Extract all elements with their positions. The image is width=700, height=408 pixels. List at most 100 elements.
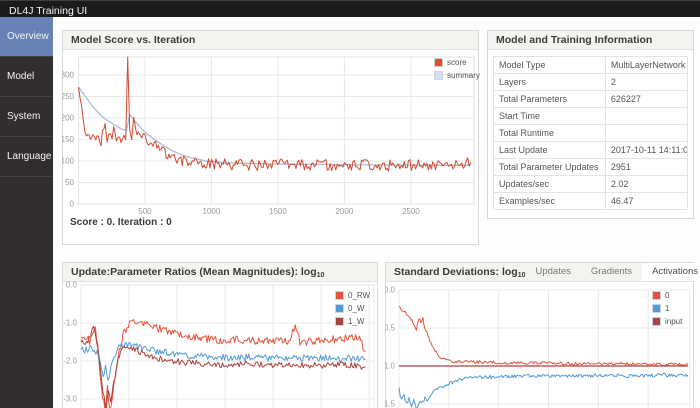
legend-label: score: [447, 58, 467, 67]
legend-swatch-0rw: [335, 291, 344, 300]
legend-label: 0: [665, 291, 670, 300]
table-row: Model Type MultiLayerNetwork: [493, 56, 689, 74]
svg-text:0.0: 0.0: [385, 286, 396, 295]
legend-item: 1: [652, 302, 682, 315]
info-label: Layers: [493, 73, 606, 91]
svg-text:-1.5: -1.5: [385, 400, 396, 408]
info-label: Total Runtime: [493, 124, 606, 142]
stdev-title-subscript: 10: [517, 272, 526, 279]
legend-label: 1: [665, 304, 670, 313]
ratios-panel-header: Update:Parameter Ratios (Mean Magnitudes…: [63, 263, 377, 282]
svg-text:500: 500: [138, 207, 152, 216]
stdev-panel: Standard Deviations: log 10 Updates Gradi…: [385, 262, 700, 408]
svg-text:300: 300: [62, 71, 75, 80]
stdev-panel-title: Standard Deviations: log: [394, 266, 518, 278]
score-panel-title: Model Score vs. Iteration: [71, 34, 196, 46]
stdev-panel-header: Standard Deviations: log 10 Updates Gradi…: [386, 263, 700, 282]
svg-text:1000: 1000: [203, 207, 221, 216]
ratios-chart: 0.0 -1.0 -2.0 -3.0: [63, 281, 375, 408]
svg-text:0: 0: [70, 200, 75, 209]
info-label: Total Parameter Updates: [493, 158, 606, 176]
legend-label: 1_W: [348, 317, 365, 326]
stdev-chart-legend: 0 1 input: [652, 289, 682, 328]
svg-text:200: 200: [62, 114, 75, 123]
info-panel-title: Model and Training Information: [496, 34, 653, 46]
sidebar-item-language[interactable]: Language: [0, 137, 53, 177]
svg-text:1500: 1500: [269, 207, 287, 216]
table-row: Start Time: [493, 107, 689, 125]
svg-text:2000: 2000: [335, 207, 353, 216]
info-value: 46.47: [604, 192, 689, 210]
svg-text:50: 50: [65, 178, 74, 187]
tab-gradients[interactable]: Gradients: [590, 266, 633, 277]
score-chart[interactable]: 0 50 100 150 200 250 300 500 1000 1500 2000 2500: [62, 49, 479, 245]
info-value: 2017-10-11 14:11:03: [604, 141, 689, 159]
sidebar-item-overview[interactable]: Overview: [0, 17, 53, 57]
legend-item: input: [652, 315, 682, 328]
info-label: Total Parameters: [493, 90, 606, 108]
info-label: Updates/sec: [493, 175, 606, 193]
sidebar-item-model[interactable]: Model: [0, 57, 53, 97]
info-value: 626227: [604, 90, 689, 108]
ratios-panel-title: Update:Parameter Ratios (Mean Magnitudes…: [71, 266, 317, 278]
legend-label: 0_W: [348, 304, 365, 313]
score-panel-header: Model Score vs. Iteration: [63, 31, 478, 50]
table-row: Updates/sec 2.02: [493, 175, 689, 193]
info-value: MultiLayerNetwork: [604, 56, 689, 74]
svg-text:0.0: 0.0: [66, 281, 78, 290]
info-panel-header: Model and Training Information: [488, 31, 693, 50]
sidebar-item-label: Model: [7, 71, 35, 82]
info-label: Start Time: [493, 107, 606, 125]
legend-swatch-input: [652, 317, 661, 326]
svg-text:150: 150: [62, 135, 75, 144]
info-value: [604, 124, 689, 142]
svg-text:-3.0: -3.0: [63, 395, 77, 404]
svg-text:100: 100: [62, 157, 75, 166]
table-row: Total Parameter Updates 2951: [493, 158, 689, 176]
legend-item: 0_W: [335, 302, 370, 315]
svg-text:-1.0: -1.0: [385, 362, 396, 371]
stdev-tabs: Updates Gradients Activations: [525, 263, 700, 281]
legend-item: summary: [434, 69, 480, 82]
legend-swatch-summary: [434, 71, 443, 80]
legend-swatch-0w: [335, 304, 344, 313]
tab-updates[interactable]: Updates: [535, 266, 571, 277]
app-title: DL4J Training UI: [9, 5, 88, 17]
ratios-panel: Update:Parameter Ratios (Mean Magnitudes…: [62, 262, 378, 408]
table-row: Layers 2: [493, 73, 689, 91]
legend-item: score: [434, 56, 480, 69]
svg-text:-1.0: -1.0: [63, 319, 77, 328]
model-info-table: Model Type MultiLayerNetwork Layers 2 Tota…: [493, 56, 689, 210]
legend-item: 1_W: [335, 315, 370, 328]
table-row: Total Runtime: [493, 124, 689, 142]
info-value: 2: [604, 73, 689, 91]
info-value: 2.02: [604, 175, 689, 193]
legend-label: input: [665, 317, 683, 326]
legend-label: summary: [447, 71, 480, 80]
table-row: Total Parameters 626227: [493, 90, 689, 108]
info-label: Examples/sec: [493, 192, 606, 210]
svg-text:-0.5: -0.5: [385, 324, 396, 333]
table-row: Examples/sec 46.47: [493, 192, 689, 210]
info-label: Last Update: [493, 141, 606, 159]
legend-item: 0: [652, 289, 682, 302]
score-iteration-readout: Score : 0. Iteration : 0: [70, 217, 172, 228]
svg-text:250: 250: [62, 92, 75, 101]
legend-swatch-0: [652, 291, 661, 300]
stdev-chart: 0.0 -0.5 -1.0 -1.5: [385, 286, 691, 408]
legend-label: 0_RW: [348, 291, 371, 300]
table-row: Last Update 2017-10-11 14:11:03: [493, 141, 689, 159]
legend-swatch-score: [434, 58, 443, 67]
sidebar-item-label: Language: [7, 151, 52, 162]
svg-text:2500: 2500: [402, 207, 420, 216]
sidebar-item-label: Overview: [7, 31, 49, 42]
info-label: Model Type: [493, 56, 606, 74]
info-value: 2951: [604, 158, 689, 176]
sidebar-item-system[interactable]: System: [0, 97, 53, 137]
svg-text:-2.0: -2.0: [63, 357, 77, 366]
legend-swatch-1w: [335, 317, 344, 326]
sidebar-item-label: System: [7, 111, 41, 122]
ratios-chart-legend: 0_RW 0_W 1_W: [335, 289, 370, 328]
tab-activations[interactable]: Activations: [642, 263, 700, 281]
